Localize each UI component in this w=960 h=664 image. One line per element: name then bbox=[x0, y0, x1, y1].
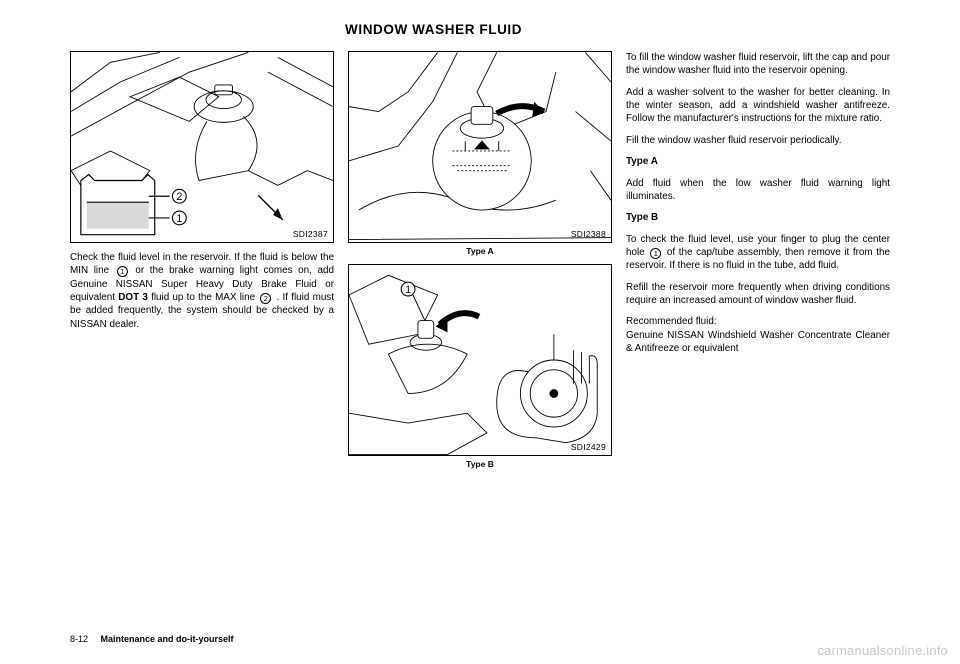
svg-text:2: 2 bbox=[176, 191, 182, 203]
watermark: carmanualsonline.info bbox=[817, 643, 948, 658]
col3-p5: To check the fluid level, use your finge… bbox=[626, 233, 890, 273]
circled-1-icon: 1 bbox=[650, 248, 661, 259]
text-bold: DOT 3 bbox=[118, 292, 148, 303]
col3-p4: Add fluid when the low washer fluid warn… bbox=[626, 177, 890, 204]
columns: 2 1 SDI2387 Check the fluid level in the… bbox=[70, 51, 890, 469]
circled-1-icon: 1 bbox=[117, 266, 128, 277]
section-name: Maintenance and do-it-yourself bbox=[101, 634, 234, 644]
section-heading: WINDOW WASHER FLUID bbox=[345, 22, 890, 37]
col1-body: Check the fluid level in the reservoir. … bbox=[70, 251, 334, 339]
figure-1-code: SDI2387 bbox=[293, 229, 328, 239]
figure-3-caption: Type B bbox=[348, 459, 612, 469]
svg-text:1: 1 bbox=[405, 284, 411, 296]
figure-3-code: SDI2429 bbox=[571, 442, 606, 452]
col3-p6: Refill the reservoir more frequently whe… bbox=[626, 281, 890, 308]
figure-2: SDI2388 bbox=[348, 51, 612, 243]
figure-3: 1 SDI2429 bbox=[348, 264, 612, 456]
svg-text:1: 1 bbox=[176, 213, 182, 225]
col1-para: Check the fluid level in the reservoir. … bbox=[70, 251, 334, 331]
col3-p3: Fill the window washer fluid reservoir p… bbox=[626, 134, 890, 147]
col3-p1: To fill the window washer fluid reservoi… bbox=[626, 51, 890, 78]
col3-p7: Recommended fluid: Genuine NISSAN Windsh… bbox=[626, 315, 890, 355]
col3-h-typeb: Type B bbox=[626, 211, 890, 224]
figure-1: 2 1 SDI2387 bbox=[70, 51, 334, 243]
col3-h-typea: Type A bbox=[626, 155, 890, 168]
page-number: 8-12 bbox=[70, 634, 88, 644]
column-2: SDI2388 Type A bbox=[348, 51, 612, 469]
text: fluid up to the MAX line bbox=[151, 292, 258, 303]
figure-2-caption: Type A bbox=[348, 246, 612, 256]
text: Genuine NISSAN Windshield Washer Concent… bbox=[626, 330, 890, 354]
column-3: To fill the window washer fluid reservoi… bbox=[626, 51, 890, 469]
col3-p2: Add a washer solvent to the washer for b… bbox=[626, 86, 890, 126]
circled-2-icon: 2 bbox=[260, 293, 271, 304]
footer: 8-12 Maintenance and do-it-yourself bbox=[70, 634, 234, 644]
text: Recommended fluid: bbox=[626, 316, 717, 327]
page: WINDOW WASHER FLUID bbox=[0, 0, 960, 664]
figure-2-code: SDI2388 bbox=[571, 229, 606, 239]
text: of the cap/tube assembly, then remove it… bbox=[626, 247, 890, 271]
column-1: 2 1 SDI2387 Check the fluid level in the… bbox=[70, 51, 334, 469]
